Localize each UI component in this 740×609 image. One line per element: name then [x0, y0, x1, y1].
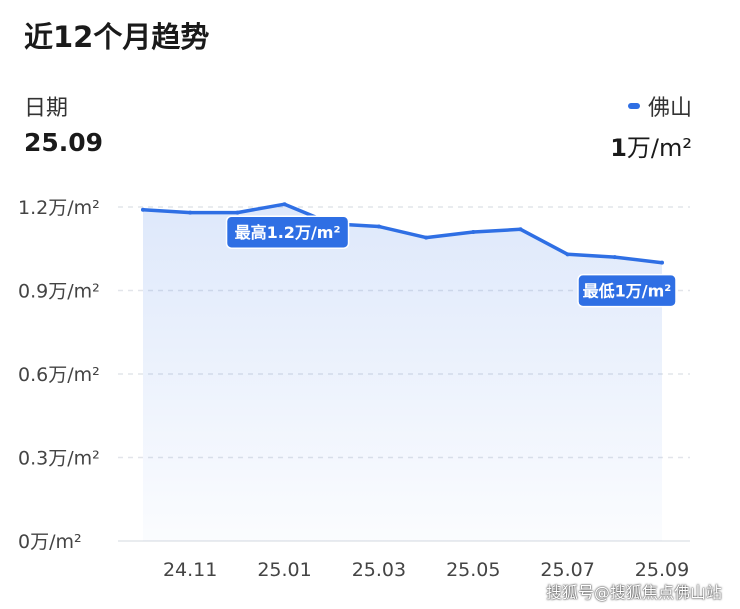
x-tick-label: 25.01: [257, 559, 311, 581]
data-point: [471, 230, 476, 235]
data-point: [376, 224, 381, 229]
min-callout-label: 最低1万/m²: [583, 282, 672, 301]
min-callout-box: [577, 273, 677, 308]
data-point: [660, 260, 664, 265]
x-tick-label: 25.09: [635, 559, 689, 581]
max-callout: 最高1.2万/m²: [225, 215, 350, 249]
y-tick-label: 0.3万/m²: [18, 448, 100, 470]
legend: 佛山: [627, 90, 692, 122]
legend-marker-icon: [627, 103, 640, 109]
date-label: 日期: [24, 96, 69, 121]
series-area: [143, 204, 662, 541]
x-tick-label: 24.11: [163, 559, 217, 581]
y-tick-label: 0万/m²: [18, 531, 82, 553]
legend-value: 1万/m²: [610, 128, 692, 163]
data-point: [188, 210, 193, 215]
y-tick-label: 0.6万/m²: [18, 364, 100, 386]
date-value: 25.09: [24, 128, 104, 157]
max-callout-label: 最高1.2万/m²: [235, 223, 341, 242]
series-line: [141, 202, 664, 265]
data-point: [235, 210, 240, 215]
data-point: [518, 227, 523, 232]
chart-title: 近12个月趋势: [24, 20, 210, 54]
x-tick-label: 25.03: [352, 559, 406, 581]
max-callout-box: [225, 215, 350, 249]
min-callout: 最低1万/m²: [577, 273, 677, 308]
data-point: [565, 252, 570, 257]
data-point: [141, 207, 145, 212]
y-tick-label: 1.2万/m²: [18, 197, 100, 219]
y-tick-label: 0.9万/m²: [18, 281, 100, 303]
x-tick-label: 25.05: [446, 559, 500, 581]
data-point: [282, 202, 287, 207]
data-point: [612, 255, 617, 260]
legend-series-name: 佛山: [647, 96, 692, 121]
data-point: [424, 235, 429, 240]
watermark: 搜狐号@搜狐焦点佛山站: [545, 583, 722, 602]
legend-value-number: 1: [610, 134, 627, 162]
x-tick-label: 25.07: [540, 559, 594, 581]
legend-value-unit: 万/m²: [626, 134, 692, 162]
